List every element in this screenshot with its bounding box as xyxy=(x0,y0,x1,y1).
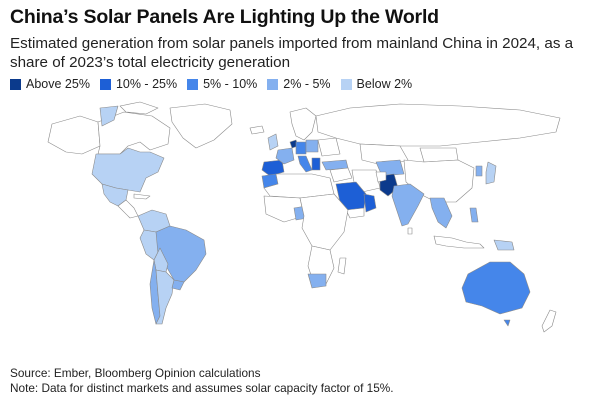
region-mongolia xyxy=(419,147,459,163)
region-papua xyxy=(493,239,515,251)
region-west-africa xyxy=(263,195,305,223)
legend-swatch xyxy=(340,78,352,90)
region-korea xyxy=(475,165,483,177)
legend-label: Below 2% xyxy=(356,77,413,91)
region-australia xyxy=(461,261,531,315)
region-spain xyxy=(261,159,285,177)
region-poland xyxy=(305,139,319,153)
region-russia xyxy=(315,103,561,147)
region-arctic-islands xyxy=(119,101,159,115)
region-india xyxy=(391,183,425,227)
region-japan xyxy=(485,161,497,185)
region-philippines xyxy=(469,207,479,223)
legend-swatch xyxy=(187,78,199,90)
region-scandinavia xyxy=(289,107,317,141)
region-canada xyxy=(97,111,171,155)
chart-subtitle: Estimated generation from solar panels i… xyxy=(10,35,574,71)
note-text: Note: Data for distinct markets and assu… xyxy=(10,381,394,395)
source-text: Source: Ember, Bloomberg Opinion calcula… xyxy=(10,366,261,380)
region-alaska xyxy=(47,115,101,155)
region-eastern-europe xyxy=(317,137,341,157)
legend-item-2-5: 2% - 5% xyxy=(267,77,331,91)
region-madagascar xyxy=(337,257,347,275)
region-oman xyxy=(363,193,377,213)
legend-label: 2% - 5% xyxy=(283,77,331,91)
region-levant xyxy=(329,167,353,183)
region-cuba xyxy=(133,193,151,200)
region-central-america xyxy=(117,199,139,219)
legend-swatch xyxy=(10,78,21,90)
legend-label: 10% - 25% xyxy=(115,77,178,91)
region-tasmania xyxy=(503,319,511,327)
region-uk xyxy=(267,133,279,151)
region-greenland xyxy=(169,103,233,149)
region-indonesia xyxy=(433,235,485,249)
world-map xyxy=(47,101,561,333)
region-iceland xyxy=(249,125,265,135)
region-central-africa xyxy=(299,193,349,251)
legend-item-10-25: 10% - 25% xyxy=(99,77,178,91)
region-afghanistan xyxy=(375,171,387,183)
region-new-zealand xyxy=(541,309,557,333)
legend: Above 25% 10% - 25% 5% - 10% 2% - 5% Bel… xyxy=(10,77,422,91)
region-southeast-asia xyxy=(429,197,453,229)
region-italy xyxy=(297,155,313,173)
legend-label: 5% - 10% xyxy=(203,77,258,91)
legend-swatch xyxy=(99,78,111,90)
region-france xyxy=(275,147,295,165)
legend-swatch xyxy=(267,78,279,90)
legend-item-5-10: 5% - 10% xyxy=(187,77,257,91)
legend-item-above-25: Above 25% xyxy=(10,77,90,91)
region-uruguay xyxy=(171,279,185,291)
region-sri-lanka xyxy=(407,227,413,235)
region-germany xyxy=(295,141,307,155)
region-canada-east xyxy=(99,105,119,127)
footer: Source: Ember, Bloomberg Opinion calcula… xyxy=(10,366,394,396)
region-yemen xyxy=(345,207,365,219)
legend-label: Above 25% xyxy=(26,77,90,91)
region-south-africa xyxy=(307,273,327,289)
chart-title: China’s Solar Panels Are Lighting Up the… xyxy=(10,6,439,28)
legend-item-below-2: Below 2% xyxy=(340,77,413,91)
region-greece xyxy=(311,157,321,171)
region-argentina xyxy=(155,269,175,325)
